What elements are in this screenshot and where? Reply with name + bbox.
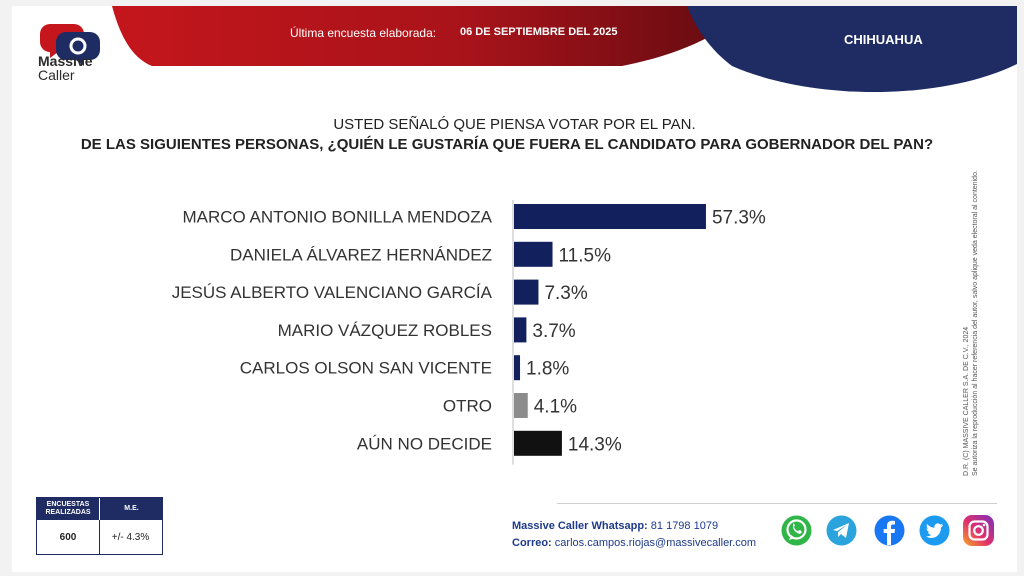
last-survey-date: 06 DE SEPTIEMBRE DEL 2025	[460, 26, 618, 38]
header-navy-band	[687, 6, 1017, 93]
email-address[interactable]: carlos.campos.riojas@massivecaller.com	[554, 537, 757, 549]
data-label: 3.7%	[532, 321, 575, 342]
category-label: DANIELA ÁLVAREZ HERNÁNDEZ	[230, 245, 492, 264]
twitter-icon[interactable]	[918, 514, 951, 547]
whatsapp-contact: Massive Caller Whatsapp: 81 1798 1079	[512, 520, 718, 532]
facebook-icon[interactable]	[873, 514, 906, 547]
bar	[514, 355, 521, 381]
data-label: 7.3%	[544, 283, 587, 304]
instagram-icon[interactable]	[962, 514, 995, 547]
margin-error-value: +/- 4.3%	[111, 531, 150, 543]
sample-table: ENCUESTAS REALIZADAS M.E. 600 +/- 4.3%	[36, 497, 163, 555]
copyright-line-2: Se autoriza la reproducción al hacer ref…	[972, 170, 979, 476]
category-label: CARLOS OLSON SAN VICENTE	[240, 359, 492, 378]
category-label: MARCO ANTONIO BONILLA MENDOZA	[182, 208, 492, 227]
margin-error-header: M.E.	[99, 498, 163, 520]
massive-caller-logo	[40, 24, 100, 66]
last-survey-label: Última encuesta elaborada:	[290, 26, 437, 40]
header-red-band	[112, 6, 757, 66]
surveys-header: ENCUESTAS REALIZADAS	[37, 498, 99, 520]
header-banner	[112, 6, 1017, 93]
footer-divider	[557, 503, 997, 504]
category-label: JESÚS ALBERTO VALENCIANO GARCÍA	[172, 283, 493, 302]
whatsapp-number[interactable]: 81 1798 1079	[650, 520, 719, 532]
brand-line-2: Caller	[38, 67, 75, 83]
email-contact: Correo: carlos.campos.riojas@massivecall…	[512, 537, 756, 549]
data-label: 1.8%	[526, 359, 569, 380]
whatsapp-icon[interactable]	[780, 514, 813, 547]
data-label: 57.3%	[712, 208, 766, 229]
data-label: 11.5%	[559, 245, 612, 266]
category-label: AÚN NO DECIDE	[357, 434, 492, 453]
question-title: DE LAS SIGUIENTES PERSONAS, ¿QUIÉN LE GU…	[80, 136, 934, 153]
whatsapp-label: Massive Caller Whatsapp:	[512, 520, 648, 532]
bar	[514, 430, 562, 456]
brand-line-1: Massive	[38, 53, 93, 69]
brand-name: Massive Caller	[38, 54, 92, 82]
bar	[514, 279, 539, 305]
slide: Massive Caller Última encuesta elaborada…	[12, 6, 1017, 572]
bar-chart: MARCO ANTONIO BONILLA MENDOZA 57.3% DANIEL…	[172, 200, 766, 465]
data-label: 4.1%	[534, 397, 577, 418]
copyright-note: D.R. (C) MASSIVE CALLER S.A. DE C.V., 20…	[962, 170, 980, 476]
telegram-icon[interactable]	[825, 514, 858, 547]
category-label: OTRO	[443, 397, 492, 416]
state-name: CHIHUAHUA	[844, 32, 923, 47]
email-label: Correo:	[512, 537, 552, 549]
copyright-line-1: D.R. (C) MASSIVE CALLER S.A. DE C.V., 20…	[963, 326, 970, 476]
data-label: 14.3%	[568, 434, 622, 455]
category-label: MARIO VÁZQUEZ ROBLES	[278, 321, 492, 340]
surveys-value: 600	[37, 520, 100, 554]
question-intro: USTED SEÑALÓ QUE PIENSA VOTAR POR EL PAN…	[333, 116, 696, 133]
bar	[514, 241, 553, 267]
bar	[514, 393, 528, 418]
bar	[514, 317, 527, 343]
bar	[514, 204, 706, 229]
